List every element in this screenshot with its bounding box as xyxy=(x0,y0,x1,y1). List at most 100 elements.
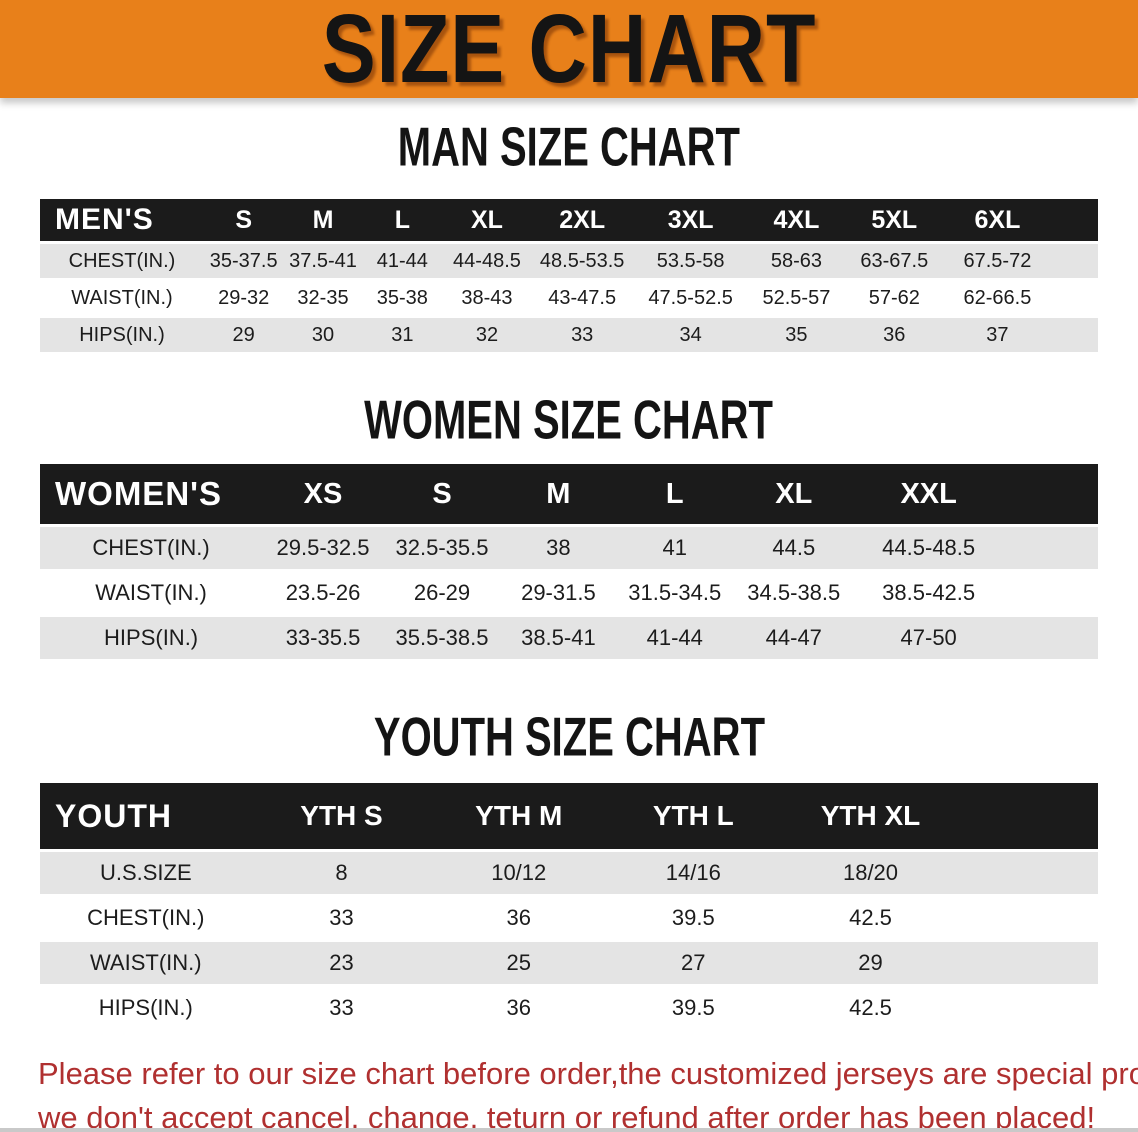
size-value-cell: 33-35.5 xyxy=(262,617,384,659)
size-value-cell: 31.5-34.5 xyxy=(616,572,733,614)
table-row: WAIST(IN.) 29-32 32-35 35-38 38-43 43-47… xyxy=(40,281,1098,315)
size-value-cell: 36 xyxy=(844,318,945,352)
size-value-cell: 35-38 xyxy=(362,281,443,315)
size-value-cell: 18/20 xyxy=(780,852,961,894)
size-value-cell: 33 xyxy=(251,897,432,939)
row-spacer xyxy=(1050,244,1098,278)
size-col-header: YTH S xyxy=(251,783,432,849)
header-spacer xyxy=(1002,464,1098,524)
size-value-cell: 44-47 xyxy=(732,617,855,659)
size-col-header: XXL xyxy=(854,464,1003,524)
size-value-cell: 53.5-58 xyxy=(632,244,749,278)
size-value-cell: 32.5-35.5 xyxy=(383,527,501,569)
row-spacer xyxy=(1002,572,1098,614)
banner: SIZE CHART xyxy=(0,0,1138,98)
size-value-cell: 31 xyxy=(362,318,443,352)
men-corner-label: MEN'S xyxy=(40,199,204,241)
measure-row-label: WAIST(IN.) xyxy=(40,572,263,614)
order-disclaimer: Please refer to our size chart before or… xyxy=(38,1052,1138,1132)
bottom-divider xyxy=(0,1128,1138,1132)
disclaimer-line-2: we don't accept cancel, change, teturn o… xyxy=(38,1100,1096,1132)
size-value-cell: 48.5-53.5 xyxy=(531,244,633,278)
size-value-cell: 8 xyxy=(251,852,432,894)
measure-row-label: HIPS(IN.) xyxy=(40,318,204,352)
measure-row-label: CHEST(IN.) xyxy=(40,244,204,278)
size-value-cell: 39.5 xyxy=(606,897,781,939)
size-value-cell: 38 xyxy=(500,527,617,569)
size-value-cell: 63-67.5 xyxy=(844,244,945,278)
size-value-cell: 35.5-38.5 xyxy=(383,617,501,659)
measure-row-label: WAIST(IN.) xyxy=(40,281,204,315)
header-spacer xyxy=(1050,199,1098,241)
size-value-cell: 10/12 xyxy=(431,852,607,894)
size-value-cell: 41-44 xyxy=(362,244,443,278)
table-row: HIPS(IN.) 29 30 31 32 33 34 35 36 37 xyxy=(40,318,1098,352)
size-col-header: 5XL xyxy=(844,199,945,241)
size-col-header: L xyxy=(362,199,443,241)
table-row: CHEST(IN.) 29.5-32.5 32.5-35.5 38 41 44.… xyxy=(40,527,1098,569)
size-value-cell: 26-29 xyxy=(383,572,501,614)
size-value-cell: 14/16 xyxy=(606,852,781,894)
men-header-row: MEN'S S M L XL 2XL 3XL 4XL 5XL 6XL xyxy=(40,199,1098,241)
size-value-cell: 62-66.5 xyxy=(944,281,1051,315)
measure-row-label: CHEST(IN.) xyxy=(40,897,252,939)
size-value-cell: 41-44 xyxy=(616,617,733,659)
size-value-cell: 38.5-41 xyxy=(500,617,617,659)
size-value-cell: 41 xyxy=(616,527,733,569)
size-col-header: 4XL xyxy=(748,199,845,241)
table-row: HIPS(IN.) 33-35.5 35.5-38.5 38.5-41 41-4… xyxy=(40,617,1098,659)
size-col-header: XL xyxy=(732,464,855,524)
row-spacer xyxy=(1002,527,1098,569)
size-value-cell: 27 xyxy=(606,942,781,984)
disclaimer-line-1: Please refer to our size chart before or… xyxy=(38,1056,1138,1091)
size-value-cell: 44.5 xyxy=(732,527,855,569)
size-value-cell: 37 xyxy=(944,318,1051,352)
size-value-cell: 67.5-72 xyxy=(944,244,1051,278)
women-corner-label: WOMEN'S xyxy=(40,464,263,524)
men-size-table-wrap: MEN'S S M L XL 2XL 3XL 4XL 5XL 6XL CHEST… xyxy=(40,196,1098,355)
size-col-header: L xyxy=(616,464,733,524)
measure-row-label: U.S.SIZE xyxy=(40,852,252,894)
size-value-cell: 34.5-38.5 xyxy=(732,572,855,614)
size-col-header: YTH XL xyxy=(780,783,961,849)
measure-row-label: CHEST(IN.) xyxy=(40,527,263,569)
youth-heading-text: YOUTH SIZE CHART xyxy=(373,706,765,768)
youth-corner-label: YOUTH xyxy=(40,783,252,849)
size-col-header: XL xyxy=(442,199,532,241)
women-size-table-wrap: WOMEN'S XS S M L XL XXL CHEST(IN.) 29.5-… xyxy=(40,461,1098,662)
table-row: WAIST(IN.) 23 25 27 29 xyxy=(40,942,1098,984)
size-value-cell: 37.5-41 xyxy=(283,244,363,278)
size-col-header: 2XL xyxy=(531,199,633,241)
size-col-header: YTH M xyxy=(431,783,607,849)
table-row: HIPS(IN.) 33 36 39.5 42.5 xyxy=(40,987,1098,1029)
page-title: SIZE CHART xyxy=(321,0,817,104)
size-value-cell: 30 xyxy=(283,318,363,352)
youth-header-row: YOUTH YTH S YTH M YTH L YTH XL xyxy=(40,783,1098,849)
size-value-cell: 42.5 xyxy=(780,987,961,1029)
women-size-table: WOMEN'S XS S M L XL XXL CHEST(IN.) 29.5-… xyxy=(40,461,1098,662)
size-value-cell: 29-31.5 xyxy=(500,572,617,614)
size-value-cell: 32 xyxy=(442,318,532,352)
row-spacer xyxy=(960,942,1098,984)
measure-row-label: WAIST(IN.) xyxy=(40,942,252,984)
size-value-cell: 33 xyxy=(531,318,633,352)
size-value-cell: 33 xyxy=(251,987,432,1029)
size-col-header: XS xyxy=(262,464,384,524)
men-section-heading: MAN SIZE CHART xyxy=(0,116,1138,178)
men-heading-text: MAN SIZE CHART xyxy=(397,116,741,178)
size-value-cell: 44.5-48.5 xyxy=(854,527,1003,569)
youth-size-table: YOUTH YTH S YTH M YTH L YTH XL U.S.SIZE … xyxy=(40,780,1098,1032)
size-value-cell: 32-35 xyxy=(283,281,363,315)
row-spacer xyxy=(960,987,1098,1029)
row-spacer xyxy=(960,897,1098,939)
table-row: CHEST(IN.) 35-37.5 37.5-41 41-44 44-48.5… xyxy=(40,244,1098,278)
size-col-header: M xyxy=(500,464,617,524)
row-spacer xyxy=(1002,617,1098,659)
size-col-header: 3XL xyxy=(632,199,749,241)
youth-section-heading: YOUTH SIZE CHART xyxy=(0,706,1138,768)
size-col-header: S xyxy=(383,464,501,524)
size-value-cell: 52.5-57 xyxy=(748,281,845,315)
size-value-cell: 43-47.5 xyxy=(531,281,633,315)
size-value-cell: 42.5 xyxy=(780,897,961,939)
